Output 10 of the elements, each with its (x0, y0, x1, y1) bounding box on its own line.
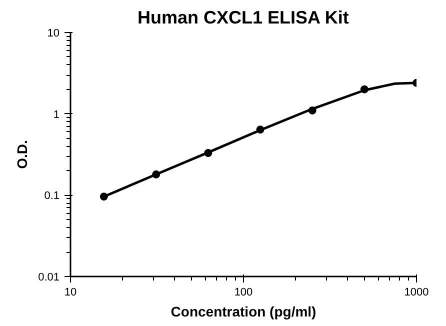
chart-title: Human CXCL1 ELISA Kit (137, 8, 349, 28)
y-tick-label: 1 (53, 108, 60, 121)
y-tick-label: 0.1 (44, 190, 60, 202)
x-tick-label: 100 (234, 286, 253, 298)
y-tick-label: 10 (47, 28, 60, 40)
x-axis-title: Concentration (pg/ml) (170, 304, 316, 320)
x-tick-label: 10 (64, 286, 77, 298)
y-axis-title: O.D. (14, 140, 30, 169)
x-tick-label: 1000 (404, 286, 429, 298)
y-tick-label: 0.01 (38, 272, 60, 284)
